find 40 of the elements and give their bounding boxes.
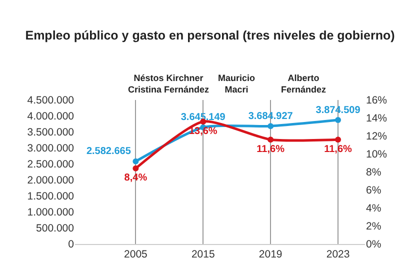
- y-tick-label: 2.000.000: [27, 174, 74, 187]
- y-tick-label: 0: [68, 238, 74, 251]
- y2-tick-label: 8%: [366, 166, 382, 179]
- point: [268, 123, 274, 130]
- x-tick-label: 2015: [191, 248, 215, 261]
- text: Mauricio Macri: [218, 73, 256, 95]
- y2-tick-label: 4%: [366, 202, 382, 215]
- point: [335, 117, 342, 124]
- data-label: 3.645.149: [180, 112, 226, 124]
- data-label: 8,4%: [124, 172, 148, 184]
- point: [268, 136, 274, 143]
- y-tick-label: 3.500.000: [27, 126, 74, 139]
- chart-title: Empleo público y gasto en personal (tres niveles de gobierno): [25, 28, 395, 43]
- y-tick-label: 1.000.000: [27, 206, 74, 219]
- data-label: 11,6%: [324, 144, 352, 155]
- y-tick-label: 500.000: [36, 222, 74, 235]
- point: [335, 136, 342, 143]
- y2-tick-label: 16%: [366, 94, 388, 107]
- text: Alberto Fernández: [281, 73, 327, 95]
- data-label: 3.874.509: [316, 104, 361, 116]
- x-tick-label: 2023: [326, 248, 350, 261]
- x-tick-label: 2019: [258, 248, 282, 261]
- x-tick-label: 2005: [124, 248, 148, 261]
- y2-tick-label: 6%: [366, 184, 382, 197]
- y2-tick-label: 10%: [366, 148, 388, 161]
- y2-tick-label: 12%: [366, 130, 388, 143]
- y-tick-label: 4.000.000: [27, 110, 74, 123]
- point: [132, 165, 139, 172]
- data-label: 3.684.927: [248, 110, 294, 122]
- point: [132, 158, 139, 164]
- y2-tick-label: 14%: [366, 112, 388, 125]
- y-tick-label: 1.500.000: [27, 190, 74, 203]
- y-tick-label: 3.000.000: [27, 142, 74, 155]
- y2-tick-label: 2%: [366, 220, 382, 233]
- text: Néstos Kirchner Cristina Fernández: [128, 73, 210, 95]
- data-label: 11,6%: [256, 144, 285, 155]
- y-tick-label: 4.500.000: [27, 94, 74, 107]
- data-label: 2.582.665: [86, 146, 132, 158]
- y-tick-label: 2.500.000: [27, 158, 74, 171]
- y2-tick-label: 0%: [366, 238, 382, 251]
